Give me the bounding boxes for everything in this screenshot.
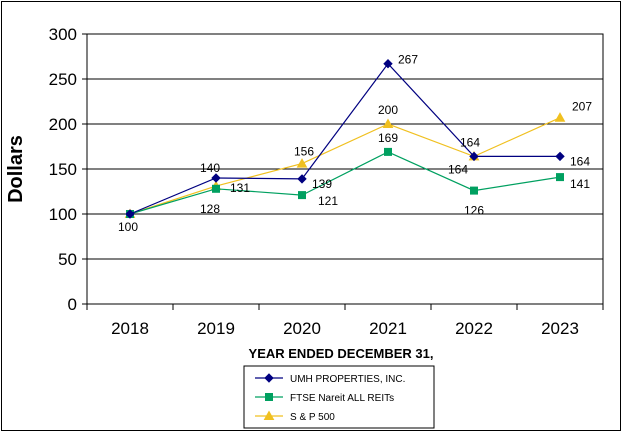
series-diamond-group [125, 58, 565, 219]
legend-marker [264, 373, 274, 383]
x-tick-label: 2021 [369, 319, 407, 338]
x-tick-label: 2023 [541, 319, 579, 338]
data-point [554, 112, 566, 122]
y-tick-label: 0 [68, 295, 77, 314]
data-point [298, 191, 306, 200]
data-label: 139 [312, 177, 332, 191]
x-tick-label: 2022 [455, 319, 493, 338]
legend-marker [265, 393, 273, 401]
legend-entry: FTSE Nareit ALL REITs [290, 393, 394, 404]
data-point [212, 184, 220, 193]
x-tick-label: 2019 [197, 319, 235, 338]
y-tick-label: 50 [58, 250, 77, 269]
data-point [556, 173, 564, 182]
legend: UMH PROPERTIES, INC. FTSE Nareit ALL REIT… [243, 365, 435, 429]
series-line [129, 151, 561, 215]
data-label: 131 [230, 181, 250, 195]
series-line [129, 117, 561, 215]
legend-entry: UMH PROPERTIES, INC. [290, 374, 405, 385]
y-axis-label: Dollars [5, 135, 27, 203]
data-label: 128 [200, 202, 220, 216]
y-tick-label: 200 [49, 115, 77, 134]
data-label: 121 [318, 194, 338, 208]
x-tick-label: 2018 [111, 319, 149, 338]
data-point [297, 174, 307, 184]
data-label: 200 [378, 103, 398, 117]
legend-marker [263, 410, 275, 420]
data-point [469, 151, 479, 162]
data-point [384, 147, 392, 156]
data-point [296, 158, 308, 168]
data-point [125, 209, 135, 219]
data-label: 126 [464, 204, 484, 218]
data-label: 100 [118, 220, 138, 234]
data-point [470, 186, 478, 195]
data-point [555, 151, 565, 162]
y-tick-label: 100 [49, 205, 77, 224]
x-tick-label: 2020 [283, 319, 321, 338]
data-label: 156 [294, 145, 314, 159]
x-axis-label: YEAR ENDED DECEMBER 31, [249, 346, 434, 361]
data-point [383, 58, 393, 69]
y-tick-label: 150 [49, 160, 77, 179]
data-label: 169 [378, 131, 398, 145]
data-label: 164 [460, 135, 480, 149]
series-triangle-group [124, 112, 566, 218]
data-label: 164 [570, 154, 590, 168]
data-label: 207 [572, 100, 592, 114]
series-square-group [126, 147, 564, 218]
y-tick-label: 300 [49, 25, 77, 44]
y-tick-label: 250 [49, 70, 77, 89]
data-label: 140 [200, 161, 220, 175]
data-label: 164 [448, 162, 468, 176]
legend-entry: S & P 500 [290, 412, 335, 423]
series-line [129, 62, 560, 215]
data-point [211, 173, 221, 183]
data-label: 141 [570, 177, 590, 191]
data-label: 267 [398, 53, 418, 67]
data-point [382, 118, 394, 128]
